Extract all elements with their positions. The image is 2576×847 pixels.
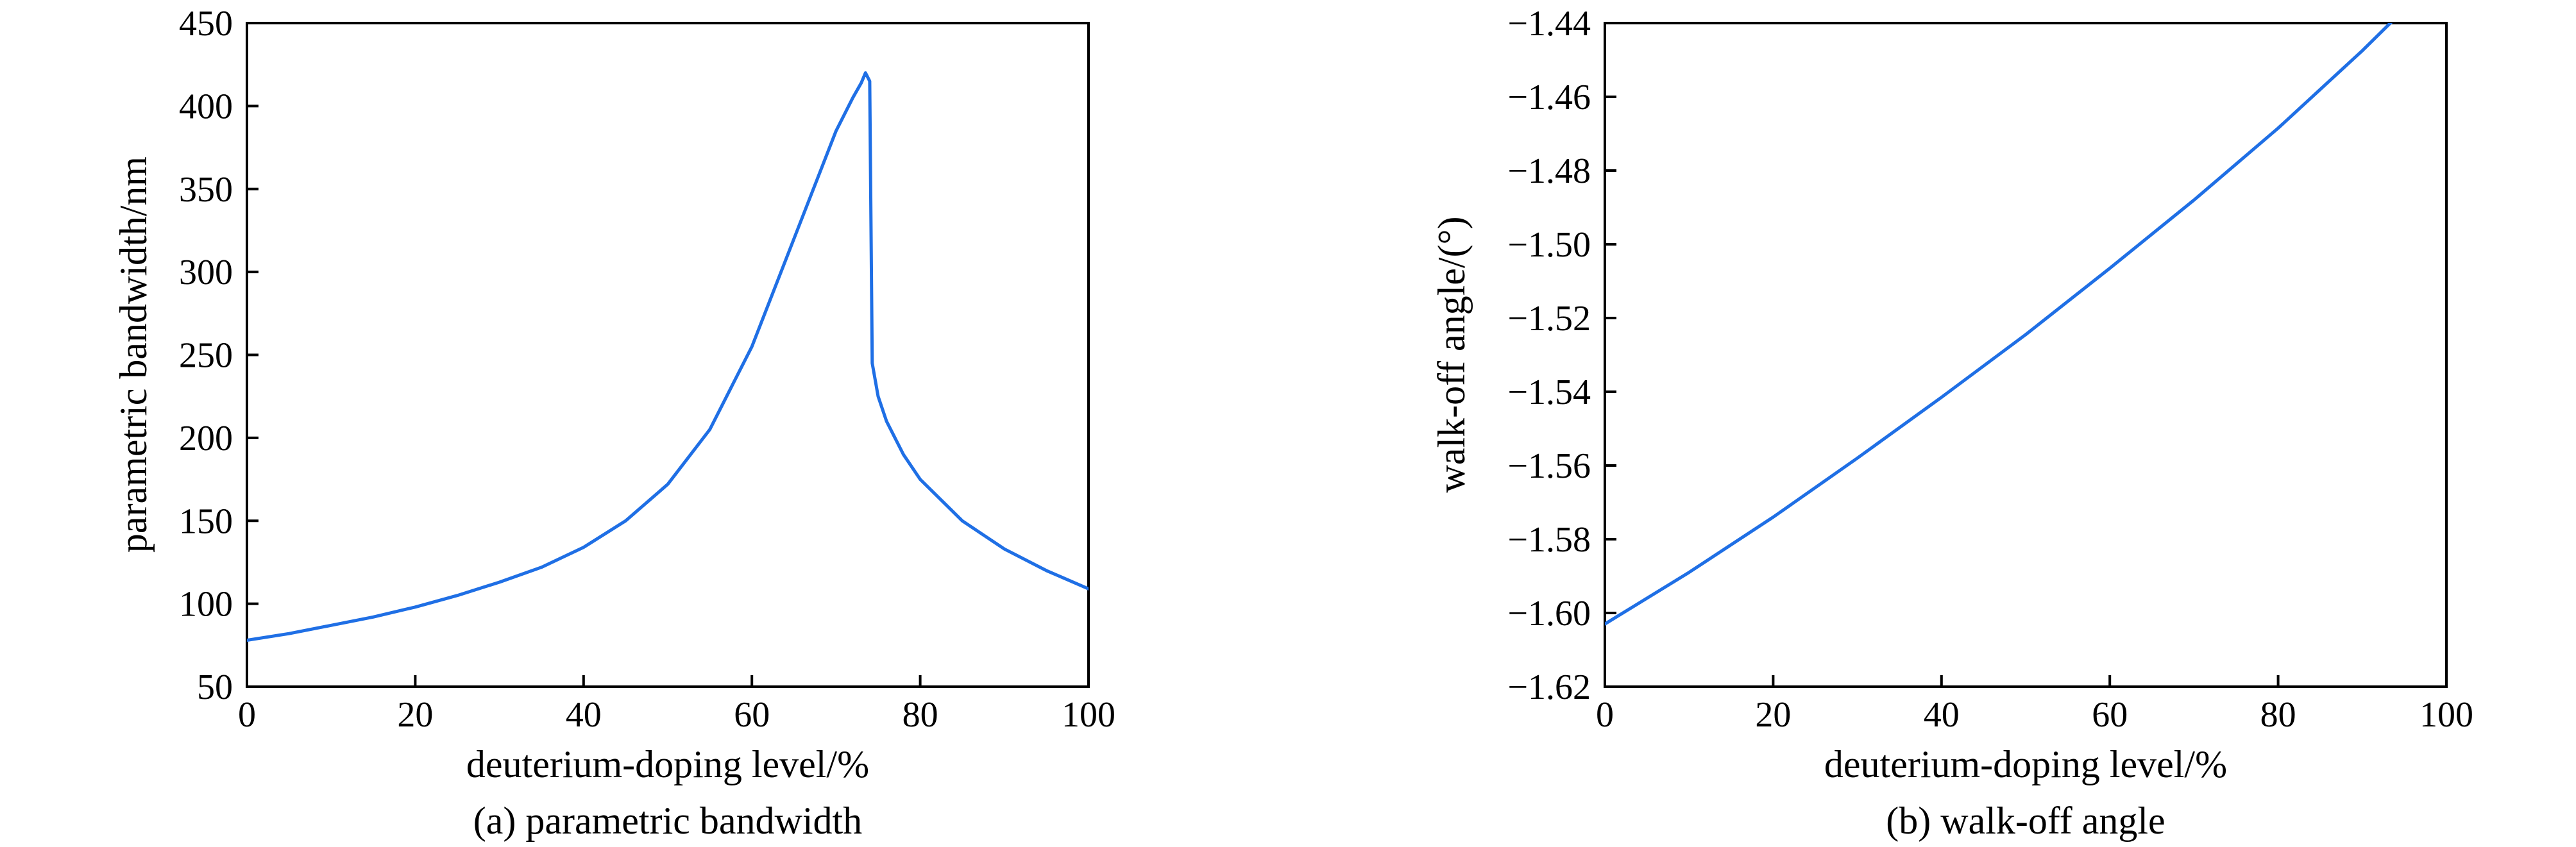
y-tick-label: −1.56 <box>1507 446 1591 486</box>
x-axis-label: deuterium-doping level/% <box>1824 743 2227 785</box>
series-line <box>1605 23 2393 626</box>
plot-frame <box>246 22 1090 688</box>
x-tick-label: 100 <box>2419 695 2473 735</box>
x-tick-label: 20 <box>397 695 433 735</box>
y-tick-label: −1.62 <box>1507 667 1591 707</box>
x-tick-label: 100 <box>1062 695 1115 735</box>
y-tick-label: 400 <box>179 87 233 126</box>
y-tick-labels: 50 100 150 200 250 300 350 400 450 <box>179 4 233 707</box>
y-tick-label: 200 <box>179 419 233 458</box>
y-tick-label: −1.60 <box>1507 594 1591 633</box>
x-tick-label: 60 <box>2092 695 2128 735</box>
y-tick-label: 450 <box>179 4 233 44</box>
y-tick-label: 100 <box>179 585 233 625</box>
y-tick-label: −1.50 <box>1507 225 1591 265</box>
x-tick-label: 20 <box>1755 695 1791 735</box>
y-tick-labels: −1.62 −1.60 −1.58 −1.56 −1.54 −1.52 −1.50 −1.48… <box>1507 4 1591 707</box>
x-tick-label: 80 <box>902 695 938 735</box>
y-tick-label: −1.44 <box>1507 4 1591 44</box>
y-axis-label: walk-off angle/(°) <box>1430 216 1473 492</box>
x-tick-label: 0 <box>238 695 256 735</box>
y-tick-label: −1.46 <box>1507 78 1591 117</box>
axis-ticks <box>1604 22 2448 688</box>
axis-ticks <box>246 22 1090 688</box>
x-tick-label: 0 <box>1596 695 1614 735</box>
y-tick-label: −1.54 <box>1507 373 1591 412</box>
y-tick-label: 250 <box>179 336 233 376</box>
x-tick-label: 80 <box>2260 695 2296 735</box>
chart-panel-a: 0 20 40 60 80 100 50100150200250300350400450 … <box>112 4 1115 842</box>
x-axis-label: deuterium-doping level/% <box>466 743 869 785</box>
y-tick-label: −1.58 <box>1507 520 1591 560</box>
x-tick-labels: 0 20 40 60 80 100 <box>238 695 1115 735</box>
panel-caption: (b) walk-off angle <box>1886 800 2165 842</box>
plot-frame <box>1604 22 2448 688</box>
y-tick-label: −1.48 <box>1507 151 1591 191</box>
y-axis-label: parametric bandwidth/nm <box>112 156 155 553</box>
x-tick-label: 60 <box>734 695 770 735</box>
series-line <box>247 71 1089 642</box>
x-tick-labels: 0 20 40 60 80 100 <box>1596 695 2473 735</box>
x-tick-label: 40 <box>566 695 602 735</box>
panel-caption: (a) parametric bandwidth <box>473 800 862 842</box>
y-tick-label: 350 <box>179 170 233 210</box>
y-tick-label: 50 <box>197 667 233 707</box>
x-tick-label: 40 <box>1924 695 1960 735</box>
y-tick-label: 300 <box>179 253 233 292</box>
chart-panel-b: 0 20 40 60 80 100 −1.62−1.60−1.58−1.56−1.54−1… <box>1430 4 2473 842</box>
y-tick-label: −1.52 <box>1507 299 1591 339</box>
y-tick-label: 150 <box>179 501 233 541</box>
